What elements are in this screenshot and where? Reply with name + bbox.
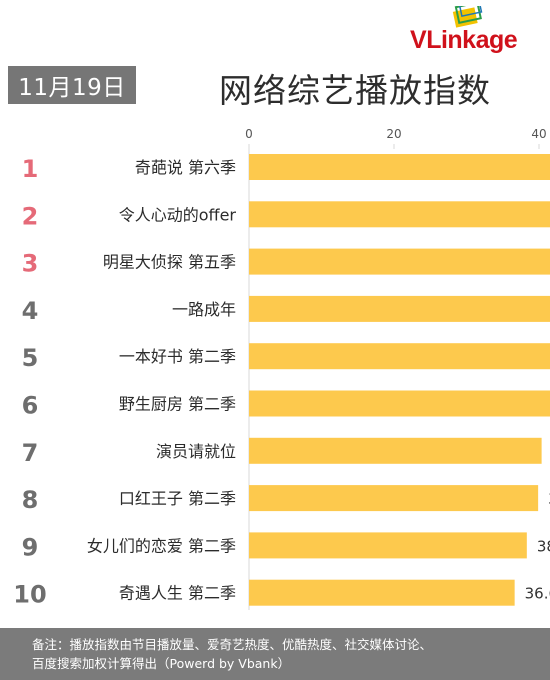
- footnote-line-1: 备注：播放指数由节目播放量、爱奇艺热度、优酷热度、社交媒体讨论、: [32, 637, 433, 652]
- bar: [249, 201, 550, 228]
- category-label: 一本好书 第二季: [119, 347, 236, 366]
- x-tick-label: 0: [245, 127, 253, 141]
- category-label: 女儿们的恋爱 第二季: [87, 536, 236, 555]
- bar: [249, 437, 542, 464]
- value-label: 39.88: [548, 490, 550, 508]
- category-label: 演员请就位: [156, 442, 236, 461]
- logo-text: VLinkage: [410, 26, 518, 54]
- bar: [249, 295, 550, 322]
- bar: [249, 343, 550, 370]
- bar: [249, 390, 550, 417]
- bar: [249, 248, 550, 275]
- rank-number: 3: [22, 250, 39, 278]
- bar-chart: 02040601奇葩说 第六季55.122令人心动的offer52.613明星大…: [13, 127, 550, 610]
- bar: [249, 579, 515, 606]
- rank-number: 4: [22, 297, 39, 325]
- bar: [249, 485, 539, 512]
- x-tick-label: 40: [531, 127, 546, 141]
- rank-number: 7: [22, 439, 39, 467]
- category-label: 一路成年: [172, 300, 236, 319]
- rank-number: 9: [22, 533, 39, 561]
- rank-number: 8: [22, 486, 39, 514]
- chart-title: 网络综艺播放指数: [219, 71, 491, 110]
- rank-number: 1: [22, 155, 39, 183]
- category-label: 奇葩说 第六季: [135, 158, 236, 177]
- bar: [249, 154, 550, 180]
- footnote: 备注：播放指数由节目播放量、爱奇艺热度、优酷热度、社交媒体讨论、 百度搜索加权计…: [0, 628, 550, 680]
- footnote-line-2: 百度搜索加权计算得出（Powerd by Vbank）: [32, 656, 291, 671]
- category-label: 口红王子 第二季: [119, 489, 236, 508]
- rank-number: 6: [22, 392, 39, 420]
- rank-number: 2: [22, 202, 39, 230]
- category-label: 令人心动的offer: [119, 205, 237, 224]
- value-label: 38.32: [537, 537, 550, 555]
- value-label: 36.64: [525, 585, 550, 603]
- date-badge: 11月19日: [8, 66, 136, 104]
- vlinkage-logo: VLinkage: [400, 0, 540, 56]
- category-label: 明星大侦探 第五季: [103, 253, 236, 272]
- rank-number: 10: [13, 581, 46, 609]
- rank-number: 5: [22, 344, 39, 372]
- category-label: 奇遇人生 第二季: [119, 584, 236, 603]
- category-label: 野生厨房 第二季: [119, 395, 236, 414]
- x-tick-label: 20: [386, 127, 401, 141]
- bar: [249, 532, 527, 559]
